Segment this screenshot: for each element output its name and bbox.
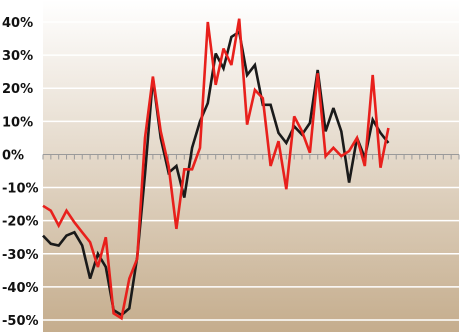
plot-background bbox=[43, 0, 459, 332]
y-tick-label: -30% bbox=[2, 248, 39, 263]
y-tick-label: 0% bbox=[2, 148, 24, 163]
y-tick-label: 40% bbox=[2, 16, 33, 31]
y-tick-label: 30% bbox=[2, 49, 33, 64]
y-tick-label: -20% bbox=[2, 215, 39, 230]
series-line-1 bbox=[42, 18, 390, 321]
y-tick-label: 20% bbox=[2, 82, 33, 97]
grid-lines bbox=[43, 21, 459, 321]
series-lines bbox=[42, 18, 390, 321]
y-tick-label: -50% bbox=[2, 314, 39, 329]
y-tick-label: -40% bbox=[2, 281, 39, 296]
y-tick-label: 10% bbox=[2, 115, 33, 130]
y-tick-label: -10% bbox=[2, 182, 39, 197]
zero-axis bbox=[42, 153, 460, 160]
y-tick-labels: 40% 30% 20% 10% 0% -10% -20% -30% -40% -50% bbox=[2, 16, 39, 329]
